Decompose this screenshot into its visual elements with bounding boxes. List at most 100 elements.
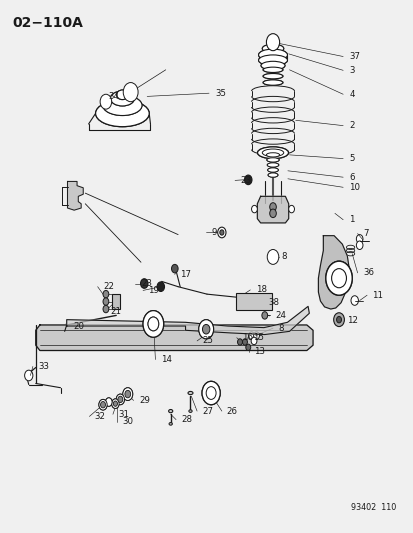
Text: 4: 4 <box>349 90 354 99</box>
Text: 37: 37 <box>349 52 359 61</box>
Circle shape <box>202 381 220 405</box>
Circle shape <box>147 317 158 331</box>
Circle shape <box>143 311 163 337</box>
Circle shape <box>268 252 276 262</box>
Text: 34: 34 <box>109 92 119 101</box>
Ellipse shape <box>102 95 142 116</box>
Polygon shape <box>66 306 309 335</box>
Circle shape <box>118 396 123 402</box>
Ellipse shape <box>266 158 278 162</box>
Text: 3: 3 <box>349 67 354 75</box>
Text: 22: 22 <box>103 282 114 291</box>
Text: 36: 36 <box>362 269 373 277</box>
Circle shape <box>112 399 119 408</box>
Ellipse shape <box>116 90 128 100</box>
Text: 9: 9 <box>211 228 216 237</box>
Circle shape <box>123 83 138 102</box>
Circle shape <box>288 205 294 213</box>
Circle shape <box>100 94 112 109</box>
Ellipse shape <box>266 153 279 157</box>
Ellipse shape <box>262 149 283 157</box>
Text: 13: 13 <box>254 347 265 356</box>
Text: 32: 32 <box>95 412 105 421</box>
Circle shape <box>350 296 358 305</box>
Text: 12: 12 <box>347 316 357 325</box>
Ellipse shape <box>266 153 279 157</box>
Text: 17: 17 <box>180 270 191 279</box>
Circle shape <box>102 97 109 107</box>
Circle shape <box>251 205 257 213</box>
Ellipse shape <box>263 67 282 72</box>
Circle shape <box>325 261 351 295</box>
Text: 23: 23 <box>240 176 250 185</box>
Text: 23: 23 <box>141 279 152 288</box>
Text: 8: 8 <box>280 253 286 261</box>
Text: 28: 28 <box>181 415 192 424</box>
Ellipse shape <box>268 173 277 177</box>
Circle shape <box>267 249 278 264</box>
Ellipse shape <box>263 80 282 85</box>
Circle shape <box>171 264 178 273</box>
Ellipse shape <box>102 95 142 116</box>
Text: 33: 33 <box>38 362 50 371</box>
Text: 27: 27 <box>202 407 213 416</box>
Ellipse shape <box>263 67 282 72</box>
Text: 8: 8 <box>277 324 283 333</box>
Circle shape <box>123 387 133 400</box>
Circle shape <box>105 398 112 406</box>
Ellipse shape <box>188 391 192 394</box>
Polygon shape <box>67 181 83 210</box>
Text: 16: 16 <box>242 333 252 342</box>
Circle shape <box>100 401 105 408</box>
Text: 30: 30 <box>122 417 133 426</box>
Ellipse shape <box>116 90 128 100</box>
Ellipse shape <box>262 44 283 53</box>
Circle shape <box>248 332 254 340</box>
Circle shape <box>325 261 351 295</box>
Circle shape <box>244 175 252 184</box>
Text: 15: 15 <box>253 333 263 342</box>
Circle shape <box>336 317 341 323</box>
Circle shape <box>105 398 112 406</box>
Circle shape <box>113 401 117 406</box>
Circle shape <box>112 399 119 408</box>
Text: 31: 31 <box>119 410 129 419</box>
Circle shape <box>261 312 267 319</box>
Circle shape <box>24 370 33 381</box>
Text: 93402  110: 93402 110 <box>350 503 395 512</box>
Circle shape <box>103 290 109 298</box>
Ellipse shape <box>263 74 282 79</box>
Circle shape <box>251 337 256 345</box>
Circle shape <box>217 227 225 238</box>
Ellipse shape <box>258 55 287 66</box>
Circle shape <box>356 235 362 243</box>
Circle shape <box>266 34 279 51</box>
Circle shape <box>253 332 259 340</box>
Ellipse shape <box>168 409 172 413</box>
Text: 24: 24 <box>274 311 285 320</box>
Text: 10: 10 <box>349 183 359 192</box>
Ellipse shape <box>95 100 149 127</box>
Circle shape <box>269 203 275 211</box>
Text: 14: 14 <box>160 355 171 364</box>
Ellipse shape <box>95 100 149 127</box>
Circle shape <box>125 85 136 99</box>
Text: 02−110A: 02−110A <box>12 15 83 29</box>
Ellipse shape <box>263 80 282 85</box>
Polygon shape <box>36 325 312 351</box>
Ellipse shape <box>110 91 134 106</box>
Text: 38: 38 <box>268 298 278 307</box>
Ellipse shape <box>261 61 284 70</box>
Text: 25: 25 <box>202 336 213 345</box>
Circle shape <box>116 394 124 405</box>
Circle shape <box>99 399 107 410</box>
Ellipse shape <box>266 158 278 162</box>
Circle shape <box>123 387 133 400</box>
Circle shape <box>198 320 213 339</box>
Circle shape <box>202 381 220 405</box>
Ellipse shape <box>257 147 288 159</box>
Text: 7: 7 <box>362 229 368 238</box>
Circle shape <box>219 230 223 235</box>
Circle shape <box>147 317 158 331</box>
Ellipse shape <box>261 61 284 70</box>
